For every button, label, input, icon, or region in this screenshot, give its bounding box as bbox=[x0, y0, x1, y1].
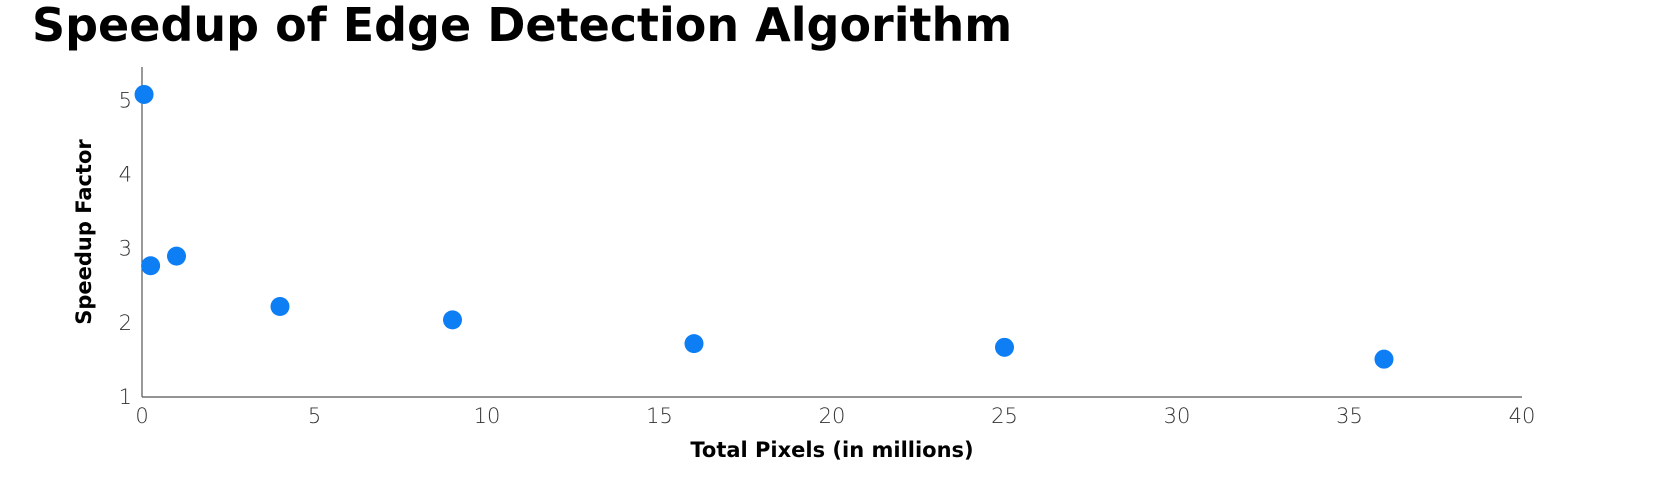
y-axis-title: Speedup Factor bbox=[72, 139, 96, 325]
x-tick-label: 25 bbox=[991, 404, 1018, 428]
data-point bbox=[1374, 349, 1394, 369]
x-tick-label: 20 bbox=[819, 404, 846, 428]
data-point bbox=[684, 334, 704, 354]
axes bbox=[141, 67, 1522, 398]
data-point bbox=[167, 246, 186, 266]
data-point bbox=[141, 256, 161, 276]
x-axis-title: Total Pixels (in millions) bbox=[690, 438, 973, 462]
y-tick-label: 1 bbox=[119, 385, 132, 409]
data-point bbox=[443, 310, 462, 330]
x-tick-label: 0 bbox=[135, 404, 148, 428]
y-tick-label: 3 bbox=[119, 237, 132, 261]
x-tick-label: 35 bbox=[1336, 404, 1363, 428]
x-tick-label: 15 bbox=[646, 404, 673, 428]
x-tick-label: 5 bbox=[308, 404, 321, 428]
data-point bbox=[270, 297, 290, 317]
y-tick-label: 5 bbox=[119, 88, 132, 112]
x-tick-label: 10 bbox=[474, 404, 501, 428]
x-tick-label: 30 bbox=[1164, 404, 1191, 428]
y-tick-label: 2 bbox=[119, 311, 132, 335]
data-points bbox=[134, 84, 1394, 369]
x-tick-labels: 0 5 10 15 20 25 30 35 40 bbox=[135, 404, 1535, 428]
x-tick-label: 40 bbox=[1509, 404, 1536, 428]
chart-title: Speedup of Edge Detection Algorithm bbox=[32, 0, 1013, 52]
data-point bbox=[995, 337, 1014, 357]
data-point bbox=[134, 84, 154, 104]
y-tick-label: 4 bbox=[119, 163, 132, 187]
y-tick-labels: 1 2 3 4 5 bbox=[119, 88, 132, 409]
